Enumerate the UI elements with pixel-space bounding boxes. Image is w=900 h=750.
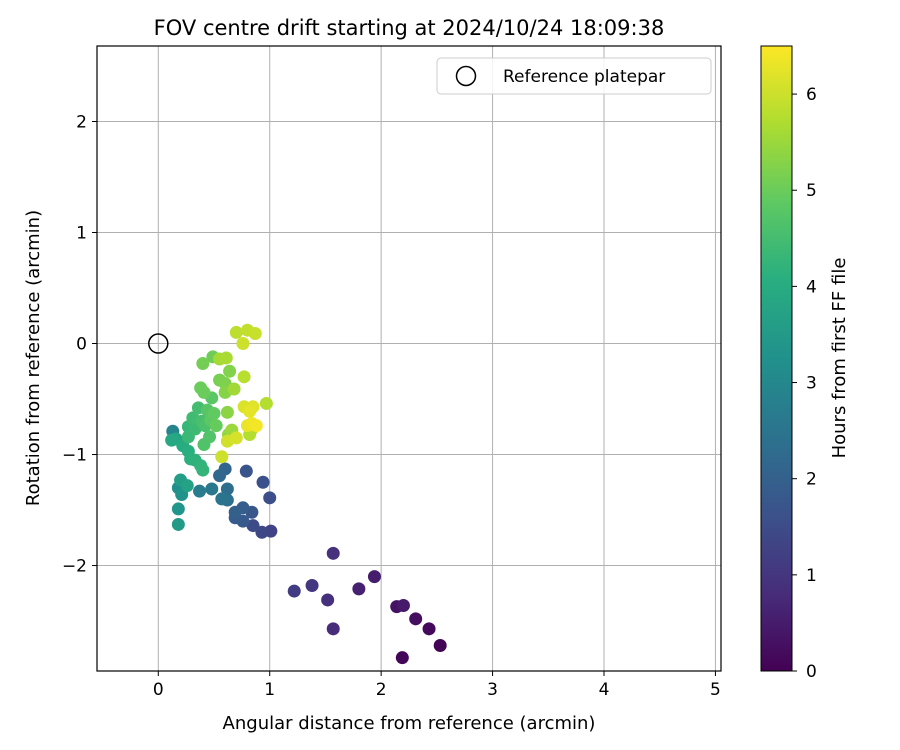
data-point	[220, 405, 234, 419]
reference-platepar-point	[148, 333, 169, 354]
data-point	[165, 433, 179, 447]
legend: Reference platepar	[436, 57, 712, 95]
x-tick-label: 0	[153, 680, 164, 700]
x-tick-label: 2	[376, 680, 387, 700]
data-point	[248, 327, 262, 341]
colorbar-ticks: 0 1 2 3 4 5 6	[792, 85, 817, 682]
y-tick-label: 0	[76, 335, 87, 355]
colorbar-label: Hours from first FF file	[829, 258, 850, 459]
legend-marker-open-circle	[455, 65, 477, 87]
legend-box	[436, 57, 712, 95]
data-point	[259, 396, 273, 410]
data-point	[203, 430, 217, 444]
data-point	[228, 505, 242, 519]
data-point	[239, 464, 253, 478]
data-point	[219, 351, 233, 365]
data-point	[263, 491, 277, 505]
data-point	[223, 364, 237, 378]
colorbar-tick-label: 5	[806, 181, 817, 201]
colorbar-tick-label: 6	[806, 85, 817, 105]
data-point	[196, 356, 210, 370]
data-point	[305, 579, 319, 593]
data-point	[209, 419, 223, 433]
data-point	[433, 638, 447, 652]
data-point	[171, 517, 185, 531]
y-tick-label: 2	[76, 112, 87, 132]
x-tick-label: 5	[710, 680, 721, 700]
data-point	[236, 337, 250, 351]
data-point	[409, 612, 423, 626]
data-point	[367, 570, 381, 584]
data-point	[197, 385, 211, 399]
data-point	[180, 479, 194, 493]
data-point	[215, 492, 229, 506]
x-tick-label: 1	[264, 680, 275, 700]
colorbar	[760, 45, 793, 672]
data-point	[326, 546, 340, 560]
data-point	[243, 404, 257, 418]
colorbar-tick-label: 0	[806, 662, 817, 682]
colorbar-tick-label: 3	[806, 374, 817, 394]
y-tick-label: 1	[76, 224, 87, 244]
legend-label: Reference platepar	[503, 67, 665, 87]
data-point	[205, 482, 219, 496]
plot-frame	[96, 45, 722, 672]
x-tick-label: 4	[599, 680, 610, 700]
data-point	[237, 370, 251, 384]
data-point	[352, 582, 366, 596]
data-point	[246, 519, 260, 533]
data-point	[395, 651, 409, 665]
data-point	[326, 622, 340, 636]
data-point	[196, 463, 210, 477]
data-point	[287, 584, 301, 598]
colorbar-tick-label: 1	[806, 566, 817, 586]
data-point	[220, 482, 234, 496]
data-point	[215, 450, 229, 464]
colorbar-tick-label: 4	[806, 277, 817, 297]
data-point	[255, 525, 269, 539]
y-axis-ticks: −2 −1 0 1 2	[62, 112, 97, 577]
data-point	[193, 484, 207, 498]
y-tick-label: −1	[62, 446, 87, 466]
data-point	[249, 419, 263, 433]
data-point	[396, 599, 410, 613]
data-point	[422, 622, 436, 636]
data-point	[207, 406, 221, 420]
data-point	[229, 431, 243, 445]
y-tick-label: −2	[62, 557, 87, 577]
grid-lines	[97, 46, 721, 671]
reference-marker	[148, 333, 169, 354]
data-point	[213, 469, 227, 483]
data-point	[171, 502, 185, 516]
chart-title: FOV centre drift starting at 2024/10/24 …	[154, 16, 665, 40]
x-tick-label: 3	[487, 680, 498, 700]
x-axis-label: Angular distance from reference (arcmin)	[223, 713, 596, 734]
data-point	[227, 382, 241, 396]
y-axis-label: Rotation from reference (arcmin)	[23, 210, 44, 506]
x-axis-ticks: 0 1 2 3 4 5	[153, 671, 721, 700]
data-point	[321, 593, 335, 607]
colorbar-tick-label: 2	[806, 470, 817, 490]
data-point	[229, 325, 243, 339]
data-point	[256, 475, 270, 489]
data-points	[165, 323, 447, 665]
